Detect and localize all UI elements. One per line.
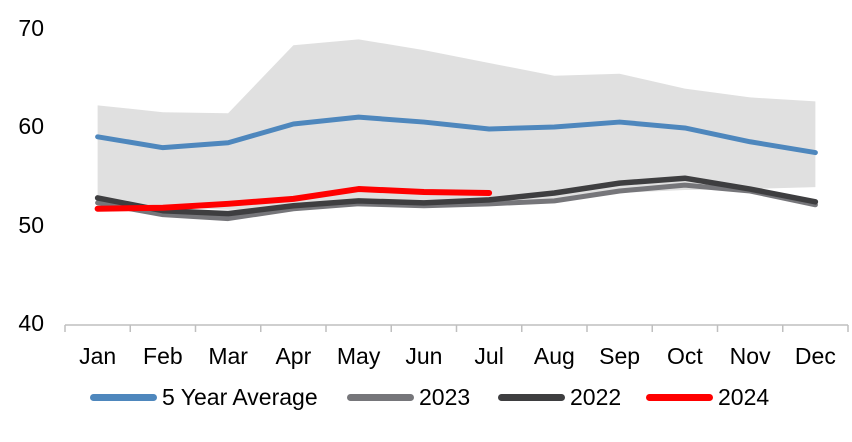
series-line-2022	[94, 175, 819, 217]
x-axis-label-sep: Sep	[599, 343, 641, 369]
x-axis-label-jul: Jul	[474, 343, 504, 369]
legend-item-2022: 2022	[498, 383, 621, 411]
x-axis-label-oct: Oct	[666, 343, 703, 369]
y-axis-label-50: 50	[18, 211, 44, 238]
legend-swatch-2024	[646, 393, 713, 401]
x-axis-label-aug: Aug	[533, 343, 575, 369]
x-axis-label-jun: Jun	[405, 343, 443, 369]
y-axis-label-70: 70	[18, 14, 44, 41]
legend-swatch-5-year-average	[90, 393, 157, 401]
x-axis-label-may: May	[336, 343, 381, 369]
x-axis-label-dec: Dec	[794, 343, 836, 369]
legend-swatch-2022	[498, 393, 565, 401]
x-axis-label-feb: Feb	[143, 343, 183, 369]
x-axis-label-apr: Apr	[275, 343, 312, 369]
legend-label-2022: 2022	[570, 383, 622, 410]
legend-label-2023: 2023	[419, 383, 471, 410]
y-axis-label-40: 40	[18, 310, 44, 336]
x-axis-label-mar: Mar	[208, 343, 248, 369]
series-line-2024	[94, 186, 493, 212]
x-axis-label-nov: Nov	[729, 343, 771, 369]
legend-label-2024: 2024	[718, 383, 770, 410]
legend-swatch-2023	[347, 393, 414, 401]
legend-label-5-year-average: 5 Year Average	[162, 383, 318, 410]
legend-item-2024: 2024	[646, 383, 769, 411]
series-line-2023	[95, 182, 818, 222]
x-axis-label-jan: Jan	[79, 343, 117, 369]
y-axis-label-60: 60	[18, 113, 44, 139]
legend-item-5-year-average: 5 Year Average	[90, 383, 318, 411]
series-line-5-year-average	[95, 114, 818, 156]
legend-item-2023: 2023	[347, 383, 470, 411]
